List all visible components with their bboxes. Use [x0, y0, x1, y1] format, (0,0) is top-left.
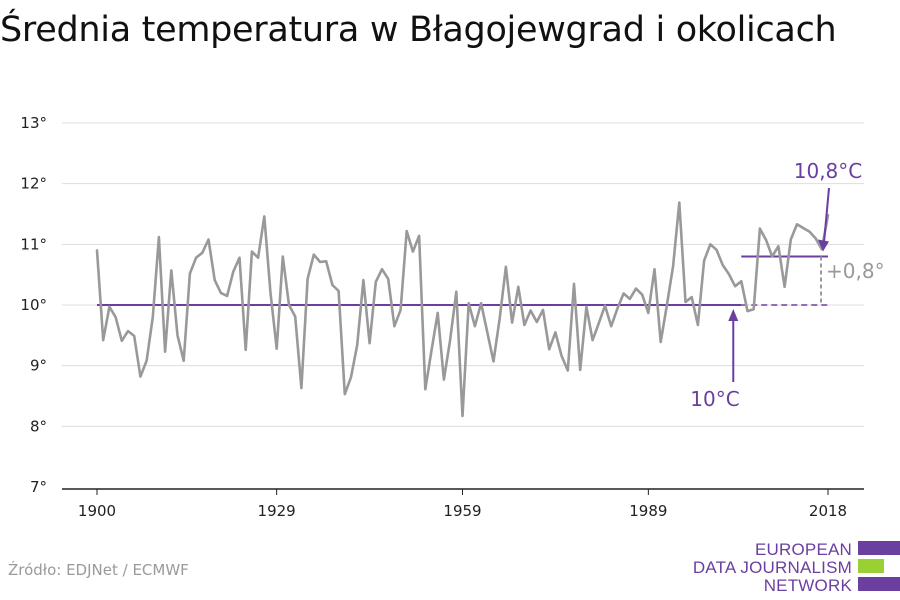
- source-note: Źródło: EDJNet / ECMWF: [8, 561, 189, 579]
- x-tick-label-1929: 1929: [258, 502, 296, 520]
- logo-line-1: EUROPEAN: [754, 540, 852, 559]
- y-tick-label-13: 13°: [20, 114, 47, 132]
- annotation-recent-label: 10,8°C: [794, 159, 863, 183]
- x-tick-label-1900: 1900: [78, 502, 116, 520]
- y-tick-label-10: 10°: [20, 296, 47, 314]
- logo-bar-top: [858, 541, 900, 555]
- temperature-series: [95, 201, 830, 418]
- x-axis-ticks: 1900 1929 1959 1989 2018: [78, 489, 847, 520]
- logo-line-3: NETWORK: [763, 576, 852, 595]
- edjnet-logo: EUROPEAN DATA JOURNALISM NETWORK: [693, 538, 900, 598]
- y-tick-label-8: 8°: [30, 417, 47, 435]
- logo-line-2: DATA JOURNALISM: [692, 558, 852, 577]
- annotation-baseline-arrowhead: [728, 309, 739, 321]
- x-tick-label-1989: 1989: [629, 502, 667, 520]
- annotation-recent-arrow: [823, 187, 830, 243]
- y-tick-label-9: 9°: [30, 357, 47, 375]
- annotation-recent-arrowhead: [818, 239, 829, 252]
- grid-lines: [62, 122, 864, 427]
- y-axis-ticks: 7° 8° 9° 10° 11° 12° 13°: [20, 114, 47, 496]
- annotation-baseline-label: 10°C: [690, 387, 739, 411]
- reference-lines: [97, 255, 828, 306]
- x-tick-label-1959: 1959: [443, 502, 481, 520]
- chart-title: Średnia temperatura w Błagojewgrad i oko…: [0, 10, 837, 50]
- logo-bar-bottom: [858, 577, 900, 591]
- temperature-line: [95, 201, 830, 418]
- annotation-difference-label: +0,8°: [826, 259, 885, 283]
- y-tick-label-12: 12°: [20, 175, 47, 193]
- y-tick-label-11: 11°: [20, 235, 47, 253]
- annotations: 10°C 10,8°C +0,8°: [690, 159, 884, 411]
- x-tick-label-2018: 2018: [809, 502, 847, 520]
- y-tick-label-7: 7°: [30, 478, 47, 496]
- logo-bar-middle: [858, 559, 884, 573]
